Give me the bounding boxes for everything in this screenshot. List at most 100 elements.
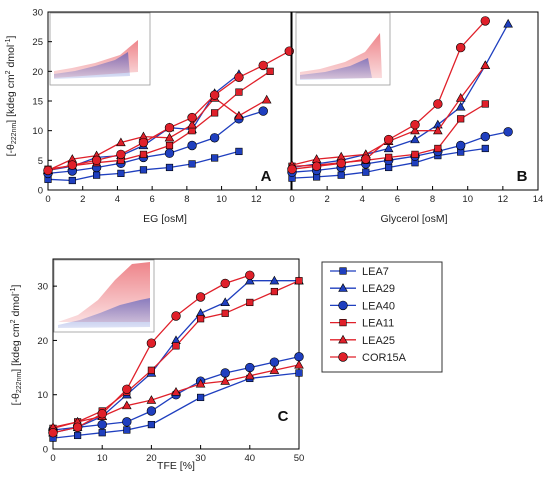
data-point-lea40	[455, 140, 466, 151]
data-point-cor15a	[480, 16, 490, 26]
x-tick-label: 20	[146, 453, 157, 464]
y-tick-label: 20	[32, 67, 43, 78]
series-line-lea40	[47, 110, 264, 175]
data-point-cor15a	[67, 160, 78, 170]
data-point-lea11	[139, 150, 148, 159]
panel-a: [-θ222nm] [kdeg cm2 dmol-1] EG [osM] A 0…	[5, 8, 294, 225]
y-tick-label: 20	[37, 336, 48, 347]
panel-label-c: C	[278, 408, 289, 425]
series-line-lea29	[291, 23, 509, 169]
panel-c: [-θ222nm] [kdeg cm2 dmol-1] TFE [%] C 0 1…	[10, 258, 304, 472]
data-point-lea11	[295, 277, 303, 285]
x-tick-label: 40	[245, 453, 256, 464]
data-point-cor15a	[48, 428, 58, 438]
data-point-lea29	[503, 18, 513, 28]
plot-frame	[291, 11, 539, 191]
data-point-cor15a	[234, 72, 244, 82]
legend-marker-lea7	[339, 267, 347, 275]
x-tick-label: 0	[45, 194, 50, 205]
data-point-lea11	[211, 109, 219, 117]
x-tick-label: 8	[430, 194, 435, 205]
data-point-lea7	[165, 163, 174, 172]
data-point-lea7	[147, 420, 156, 429]
y-tick-label: 30	[32, 8, 43, 19]
inset-b	[295, 12, 391, 86]
data-point-lea11	[165, 141, 174, 150]
ylabel-a: [-θ222nm] [kdeg cm2 dmol-1]	[5, 35, 18, 156]
data-point-lea40	[245, 362, 255, 373]
data-point-cor15a	[171, 311, 181, 321]
x-tick-label: 2	[324, 194, 329, 205]
data-point-lea7	[197, 393, 205, 402]
data-point-lea7	[139, 166, 148, 174]
data-point-lea11	[270, 287, 279, 296]
x-tick-label: 2	[80, 194, 85, 205]
y-tick-label: 30	[37, 282, 48, 293]
data-point-cor15a	[336, 158, 346, 169]
data-point-lea7	[117, 169, 125, 177]
legend: LEA7 LEA29 LEA40 LEA11 LEA25 COR15A	[321, 261, 443, 373]
data-point-lea29	[410, 134, 420, 144]
data-point-lea29	[220, 297, 231, 307]
data-point-cor15a	[433, 99, 443, 109]
data-point-lea11	[188, 127, 196, 135]
data-point-lea25	[146, 395, 157, 404]
data-point-lea7	[481, 144, 489, 153]
x-tick-label: 30	[195, 453, 206, 464]
data-point-lea11	[246, 298, 254, 307]
series-line-lea40	[291, 131, 509, 173]
data-point-lea29	[244, 275, 255, 285]
data-point-cor15a	[311, 161, 322, 171]
data-point-cor15a	[72, 422, 83, 432]
legend-marker-lea40	[338, 300, 348, 311]
data-point-lea11	[457, 115, 465, 123]
data-point-lea40	[164, 148, 175, 158]
panel-label-a: A	[261, 168, 272, 185]
data-point-cor15a	[43, 165, 53, 176]
legend-marker-cor15a	[338, 352, 348, 362]
x-tick-label: 14	[533, 194, 544, 205]
data-point-lea7	[98, 429, 106, 437]
data-point-lea7	[68, 176, 76, 185]
x-tick-label: 0	[50, 453, 55, 464]
data-point-lea25	[187, 119, 197, 129]
y-tick-label: 10	[32, 126, 43, 137]
data-point-lea7	[362, 168, 370, 176]
data-point-lea29	[383, 143, 394, 153]
data-point-cor15a	[138, 137, 149, 148]
inset-blue-spectra	[54, 52, 130, 79]
data-point-lea25	[480, 60, 491, 69]
data-point-lea7	[93, 171, 101, 179]
y-tick-label: 5	[38, 156, 43, 167]
data-point-lea25	[164, 132, 175, 142]
data-point-cor15a	[383, 134, 394, 145]
data-point-lea40	[503, 127, 513, 137]
xlabel-b: Glycerol [osM]	[380, 213, 447, 225]
legend-label-lea11: LEA11	[362, 318, 394, 330]
data-point-cor15a	[410, 120, 420, 130]
xlabel-c: TFE [%]	[157, 460, 195, 472]
data-point-lea7	[235, 147, 243, 156]
legend-label-lea40: LEA40	[362, 300, 395, 312]
data-point-lea11	[221, 309, 229, 317]
x-tick-label: 12	[498, 194, 509, 205]
data-point-lea25	[455, 93, 466, 102]
data-point-cor15a	[122, 384, 132, 394]
data-point-lea7	[188, 160, 196, 168]
data-point-lea25	[433, 125, 443, 135]
y-tick-label: 25	[32, 37, 43, 48]
data-point-cor15a	[455, 42, 466, 53]
data-point-cor15a	[91, 155, 102, 166]
data-point-lea40	[220, 368, 230, 378]
y-tick-label: 0	[43, 445, 48, 456]
data-point-cor15a	[97, 409, 107, 419]
data-point-cor15a	[245, 270, 255, 280]
data-point-lea11	[434, 144, 442, 153]
x-tick-label: 6	[395, 194, 400, 205]
data-point-lea25	[234, 110, 244, 120]
legend-label-lea29: LEA29	[362, 283, 395, 295]
y-tick-label: 10	[37, 390, 48, 401]
x-tick-label: 4	[115, 194, 120, 205]
x-tick-label: 10	[216, 194, 227, 205]
